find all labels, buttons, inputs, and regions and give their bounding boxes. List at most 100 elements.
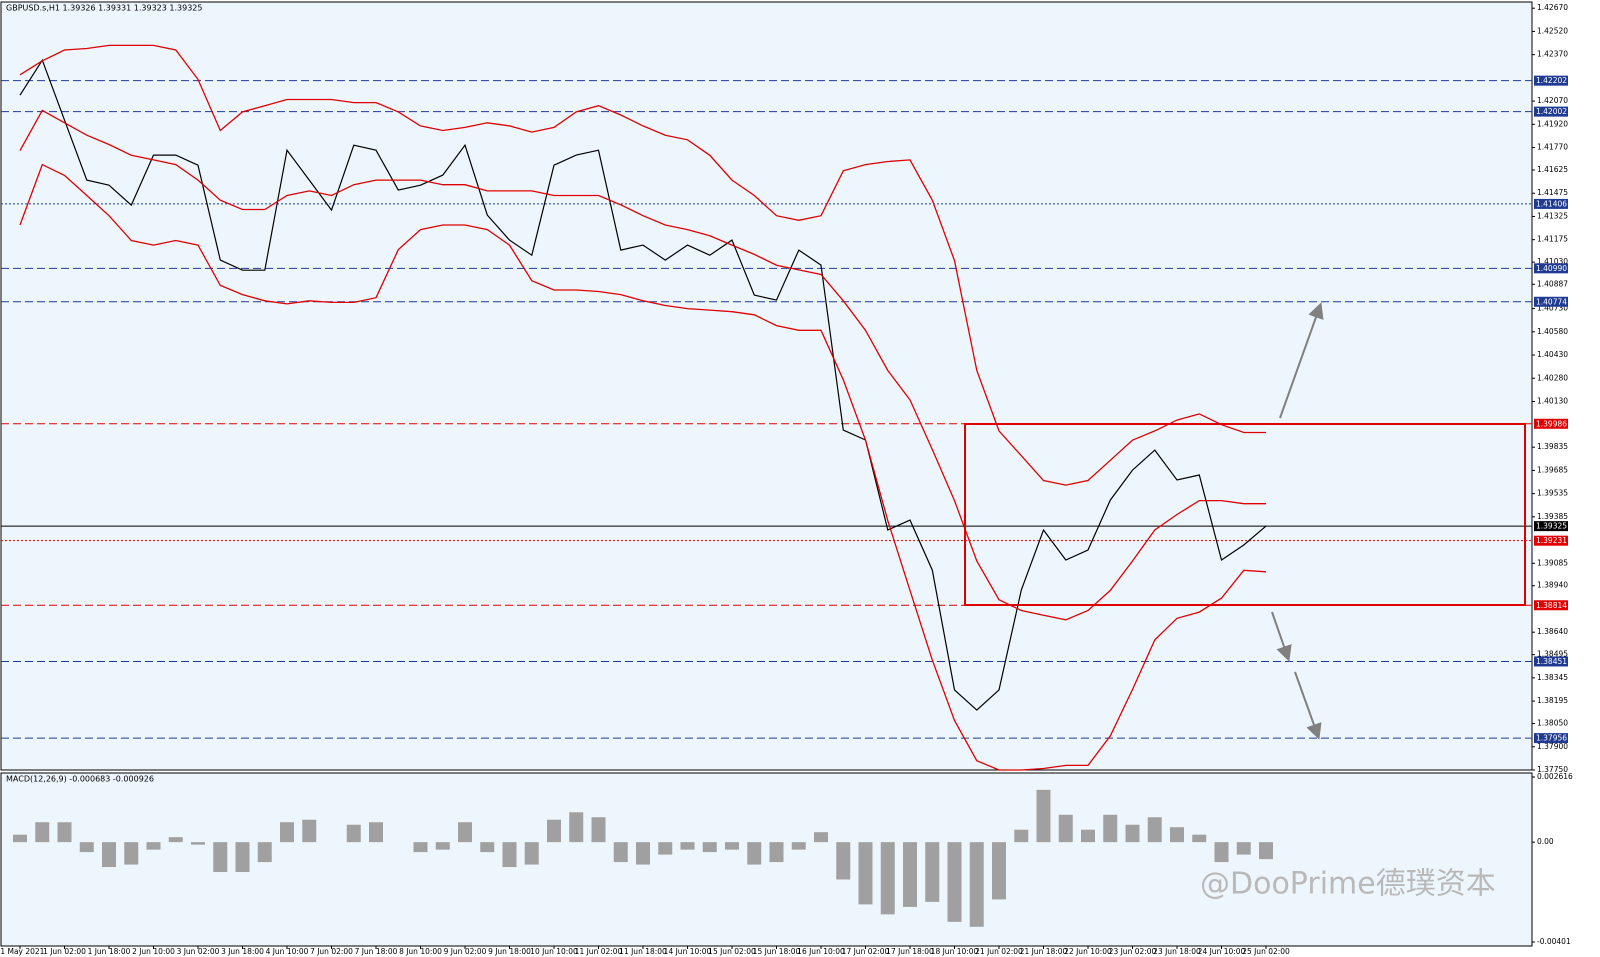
y-tick-label: 1.39535: [1537, 489, 1568, 498]
macd-bar: [791, 842, 806, 850]
level-label-bg: [1534, 535, 1568, 546]
y-tick-label: 1.41770: [1537, 143, 1568, 152]
x-tick-label: 25 Jun 02:00: [1242, 947, 1290, 956]
y-tick-label: 1.37750: [1537, 765, 1568, 774]
level-label: 1.39986: [1536, 419, 1567, 428]
y-tick-label: 1.40430: [1537, 350, 1568, 359]
macd-bar: [636, 842, 650, 865]
band-line: [19, 109, 1266, 621]
y-tick-label: 1.39685: [1537, 465, 1568, 474]
macd-bar: [280, 822, 294, 843]
macd-bar: [1081, 829, 1095, 843]
macd-bar: [725, 842, 739, 850]
macd-bar: [814, 832, 828, 843]
macd-panel: [0, 772, 1533, 947]
level-label: 1.39325: [1536, 522, 1567, 531]
macd-bar: [569, 812, 584, 843]
y-tick-label: 1.38345: [1537, 673, 1568, 682]
macd-bar: [480, 842, 495, 853]
arrow-down: [1294, 671, 1322, 740]
macd-bar: [458, 822, 472, 843]
y-tick-label: 1.38940: [1537, 581, 1568, 590]
x-tick-label: 2 Jun 10:00: [132, 947, 175, 956]
macd-bar: [502, 842, 517, 868]
range-box: [964, 423, 1526, 606]
y-tick-label: 1.39085: [1537, 558, 1568, 567]
macd-bar: [235, 842, 250, 873]
y-tick-label: 1.38495: [1537, 650, 1568, 659]
macd-bar: [257, 842, 272, 863]
level-label-bg: [1534, 418, 1568, 429]
macd-bar: [769, 842, 784, 863]
y-tick-label: 1.40580: [1537, 327, 1568, 336]
y-tick-label: 0.00: [1537, 837, 1554, 846]
level-label-bg: [1534, 521, 1568, 532]
x-tick-label: 21 Jun 02:00: [975, 947, 1023, 956]
y-tick-label: 1.42070: [1537, 96, 1568, 105]
macd-bar: [413, 842, 428, 853]
chart-title: GBPUSD.s,H1 1.39326 1.39331 1.39323 1.39…: [6, 4, 202, 13]
macd-bar: [747, 842, 762, 865]
x-tick-label: 22 Jun 10:00: [1064, 947, 1112, 956]
x-tick-label: 11 Jun 18:00: [619, 947, 667, 956]
macd-bar: [168, 837, 183, 843]
level-label-bg: [1534, 600, 1568, 611]
macd-bar: [435, 842, 450, 850]
macd-bar: [1014, 829, 1029, 843]
level-label: 1.39231: [1536, 536, 1567, 545]
y-tick-label: 1.40730: [1537, 304, 1568, 313]
x-tick-label: 11 Jun 02:00: [575, 947, 623, 956]
macd-bar: [524, 842, 539, 865]
y-tick-label: 1.37900: [1537, 742, 1568, 751]
y-tick-label: 1.41625: [1537, 165, 1568, 174]
watermark: @DooPrime德璞资本: [1200, 867, 1496, 902]
macd-bar: [947, 842, 962, 922]
y-tick-label: 0.002616: [1537, 772, 1573, 781]
x-tick-label: 9 Jun 18:00: [488, 947, 531, 956]
macd-bar: [213, 842, 228, 873]
macd-bar: [346, 824, 361, 843]
x-tick-label: 17 Jun 02:00: [842, 947, 890, 956]
level-label-bg: [1534, 75, 1568, 86]
x-tick-label: 1 Jun 18:00: [88, 947, 131, 956]
macd-bar: [702, 842, 717, 853]
y-tick-label: 1.39835: [1537, 442, 1568, 451]
macd-bar: [124, 842, 139, 865]
level-label: 1.42202: [1536, 76, 1567, 85]
plot: [13, 44, 1273, 927]
x-tick-label: 7 Jun 18:00: [355, 947, 398, 956]
y-tick-label: 1.42370: [1537, 50, 1568, 59]
x-tick-label: 7 Jun 02:00: [310, 947, 353, 956]
level-label: 1.40774: [1536, 297, 1567, 306]
x-tick-label: 23 Jun 02:00: [1109, 947, 1157, 956]
level-label: 1.41406: [1536, 199, 1567, 208]
macd-bar: [302, 819, 317, 843]
y-tick-label: 1.40130: [1537, 396, 1568, 405]
x-tick-label: 23 Jun 18:00: [1153, 947, 1201, 956]
macd-bar: [658, 842, 673, 855]
arrow-down: [1271, 611, 1292, 662]
macd-bar: [547, 819, 561, 843]
y-tick-label: 1.41175: [1537, 235, 1568, 244]
macd-bar: [191, 842, 205, 845]
macd-bar: [369, 822, 383, 843]
y-tick-label: 1.42670: [1537, 3, 1568, 12]
macd-bar: [1058, 814, 1073, 843]
x-tick-label: 8 Jun 10:00: [399, 947, 442, 956]
x-tick-label: 4 Jun 10:00: [266, 947, 309, 956]
macd-bar: [680, 842, 695, 850]
x-tick-label: 31 May 2021: [0, 947, 45, 956]
level-label: 1.38814: [1536, 601, 1567, 610]
level-label-bg: [1534, 296, 1568, 307]
x-tick-label: 24 Jun 10:00: [1198, 947, 1246, 956]
x-tick-label: 3 Jun 18:00: [221, 947, 264, 956]
y-tick-label: 1.38195: [1537, 696, 1568, 705]
level-label: 1.40990: [1536, 264, 1567, 273]
macd-bar: [591, 817, 606, 843]
x-tick-label: 1 Jun 02:00: [43, 947, 86, 956]
band-line: [19, 163, 1267, 771]
macd-bar: [903, 842, 917, 907]
x-tick-label: 3 Jun 02:00: [177, 947, 220, 956]
